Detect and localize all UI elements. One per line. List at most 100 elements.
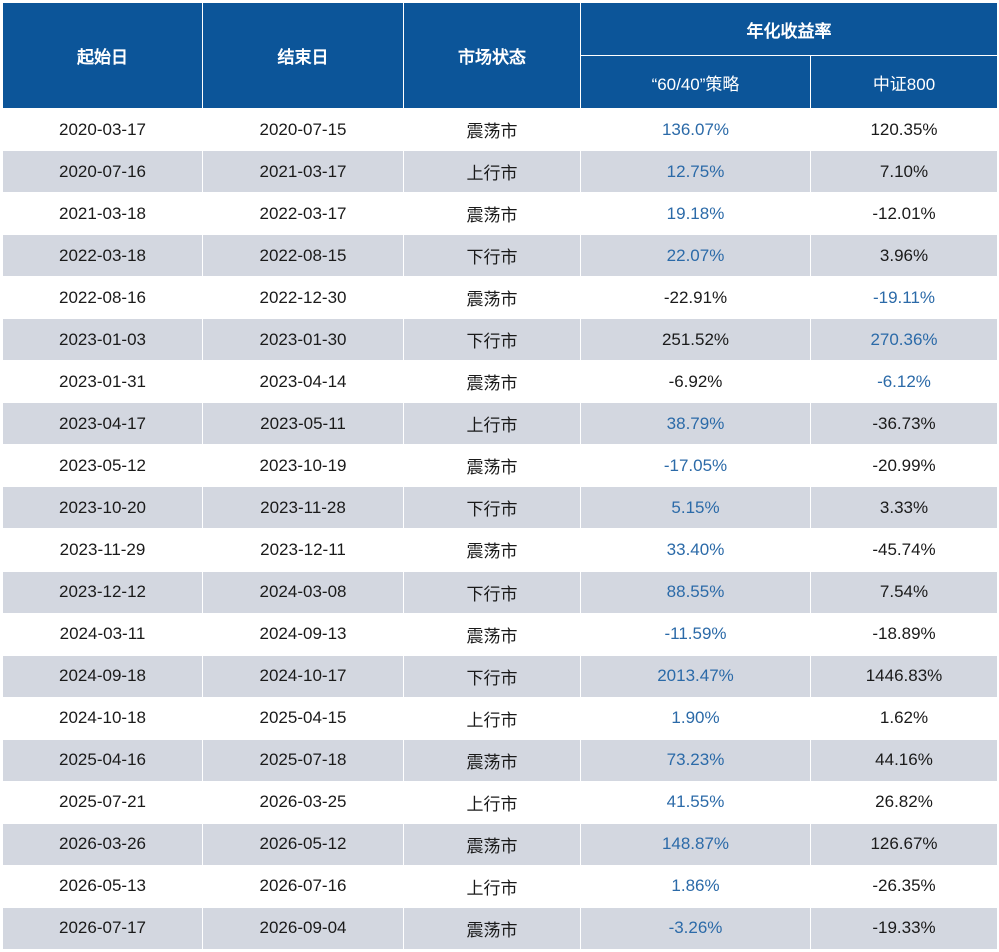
cell-strategy-return: 73.23% — [580, 738, 811, 782]
cell-start-date: 2022-08-16 — [2, 276, 203, 320]
cell-start-date: 2024-03-11 — [2, 612, 203, 656]
cell-market-state: 震荡市 — [403, 360, 581, 404]
cell-market-state: 下行市 — [403, 318, 581, 362]
cell-strategy-return: 41.55% — [580, 780, 811, 824]
cell-end-date: 2026-03-25 — [202, 780, 404, 824]
cell-market-state: 上行市 — [403, 696, 581, 740]
cell-csi800-return: 3.33% — [810, 486, 998, 530]
cell-strategy-return: 136.07% — [580, 107, 811, 152]
cell-market-state: 震荡市 — [403, 906, 581, 951]
cell-start-date: 2023-12-12 — [2, 570, 203, 614]
cell-start-date: 2023-10-20 — [2, 486, 203, 530]
cell-end-date: 2020-07-15 — [202, 107, 404, 152]
cell-market-state: 震荡市 — [403, 612, 581, 656]
cell-end-date: 2023-10-19 — [202, 444, 404, 488]
cell-market-state: 震荡市 — [403, 276, 581, 320]
cell-start-date: 2023-05-12 — [2, 444, 203, 488]
cell-strategy-return: -3.26% — [580, 906, 811, 951]
cell-market-state: 上行市 — [403, 150, 581, 194]
cell-strategy-return: -6.92% — [580, 360, 811, 404]
cell-market-state: 上行市 — [403, 402, 581, 446]
cell-start-date: 2026-07-17 — [2, 906, 203, 951]
cell-csi800-return: 126.67% — [810, 822, 998, 866]
table-row: 2024-09-18 2024-10-17 下行市 2013.47% 1446.83% — [2, 654, 998, 698]
cell-csi800-return: -26.35% — [810, 864, 998, 908]
table-row: 2023-01-03 2023-01-30 下行市 251.52% 270.36% — [2, 318, 998, 362]
cell-start-date: 2024-09-18 — [2, 654, 203, 698]
cell-start-date: 2026-03-26 — [2, 822, 203, 866]
table-row: 2023-05-12 2023-10-19 震荡市 -17.05% -20.99% — [2, 444, 998, 488]
cell-csi800-return: -6.12% — [810, 360, 998, 404]
table-row: 2026-03-26 2026-05-12 震荡市 148.87% 126.67% — [2, 822, 998, 866]
cell-start-date: 2021-03-18 — [2, 192, 203, 236]
cell-csi800-return: -19.33% — [810, 906, 998, 951]
table-row: 2026-05-13 2026-07-16 上行市 1.86% -26.35% — [2, 864, 998, 908]
cell-start-date: 2025-04-16 — [2, 738, 203, 782]
table-row: 2026-07-17 2026-09-04 震荡市 -3.26% -19.33% — [2, 906, 998, 951]
cell-start-date: 2024-10-18 — [2, 696, 203, 740]
cell-market-state: 震荡市 — [403, 192, 581, 236]
cell-market-state: 震荡市 — [403, 822, 581, 866]
header-start-date: 起始日 — [2, 2, 203, 109]
table-body: 2020-03-17 2020-07-15 震荡市 136.07% 120.35% 202… — [2, 107, 998, 951]
cell-csi800-return: 1.62% — [810, 696, 998, 740]
cell-csi800-return: 3.96% — [810, 234, 998, 278]
cell-end-date: 2026-07-16 — [202, 864, 404, 908]
cell-end-date: 2023-04-14 — [202, 360, 404, 404]
cell-end-date: 2021-03-17 — [202, 150, 404, 194]
header-end-date: 结束日 — [202, 2, 404, 109]
table-row: 2023-11-29 2023-12-11 震荡市 33.40% -45.74% — [2, 528, 998, 572]
table-row: 2020-07-16 2021-03-17 上行市 12.75% 7.10% — [2, 150, 998, 194]
cell-end-date: 2025-04-15 — [202, 696, 404, 740]
header-annualized-return: 年化收益率 — [580, 2, 998, 56]
table-row: 2024-03-11 2024-09-13 震荡市 -11.59% -18.89% — [2, 612, 998, 656]
cell-csi800-return: -36.73% — [810, 402, 998, 446]
cell-end-date: 2024-09-13 — [202, 612, 404, 656]
table-row: 2024-10-18 2025-04-15 上行市 1.90% 1.62% — [2, 696, 998, 740]
cell-market-state: 下行市 — [403, 234, 581, 278]
cell-strategy-return: 33.40% — [580, 528, 811, 572]
header-csi800: 中证800 — [810, 55, 998, 109]
cell-strategy-return: 148.87% — [580, 822, 811, 866]
cell-end-date: 2022-03-17 — [202, 192, 404, 236]
table-header: 起始日 结束日 市场状态 年化收益率 “60/40”策略 中证800 — [2, 2, 998, 109]
header-market-state: 市场状态 — [403, 2, 581, 109]
cell-strategy-return: 12.75% — [580, 150, 811, 194]
table-row: 2025-07-21 2026-03-25 上行市 41.55% 26.82% — [2, 780, 998, 824]
cell-end-date: 2022-08-15 — [202, 234, 404, 278]
table-row: 2022-08-16 2022-12-30 震荡市 -22.91% -19.11% — [2, 276, 998, 320]
table-row: 2023-12-12 2024-03-08 下行市 88.55% 7.54% — [2, 570, 998, 614]
cell-strategy-return: 22.07% — [580, 234, 811, 278]
cell-start-date: 2023-11-29 — [2, 528, 203, 572]
cell-start-date: 2023-04-17 — [2, 402, 203, 446]
cell-start-date: 2023-01-03 — [2, 318, 203, 362]
cell-strategy-return: 2013.47% — [580, 654, 811, 698]
table-row: 2023-01-31 2023-04-14 震荡市 -6.92% -6.12% — [2, 360, 998, 404]
header-strategy: “60/40”策略 — [580, 55, 811, 109]
cell-strategy-return: -11.59% — [580, 612, 811, 656]
cell-end-date: 2026-09-04 — [202, 906, 404, 951]
cell-end-date: 2022-12-30 — [202, 276, 404, 320]
cell-end-date: 2024-03-08 — [202, 570, 404, 614]
cell-csi800-return: -45.74% — [810, 528, 998, 572]
cell-start-date: 2022-03-18 — [2, 234, 203, 278]
table-row: 2021-03-18 2022-03-17 震荡市 19.18% -12.01% — [2, 192, 998, 236]
cell-market-state: 下行市 — [403, 486, 581, 530]
cell-strategy-return: 5.15% — [580, 486, 811, 530]
cell-start-date: 2020-07-16 — [2, 150, 203, 194]
cell-strategy-return: 1.86% — [580, 864, 811, 908]
cell-end-date: 2023-01-30 — [202, 318, 404, 362]
cell-strategy-return: 88.55% — [580, 570, 811, 614]
cell-strategy-return: 19.18% — [580, 192, 811, 236]
cell-csi800-return: 120.35% — [810, 107, 998, 152]
cell-end-date: 2026-05-12 — [202, 822, 404, 866]
cell-csi800-return: -20.99% — [810, 444, 998, 488]
cell-strategy-return: 1.90% — [580, 696, 811, 740]
cell-market-state: 震荡市 — [403, 444, 581, 488]
cell-market-state: 下行市 — [403, 654, 581, 698]
table-row: 2022-03-18 2022-08-15 下行市 22.07% 3.96% — [2, 234, 998, 278]
cell-start-date: 2020-03-17 — [2, 107, 203, 152]
cell-market-state: 上行市 — [403, 780, 581, 824]
